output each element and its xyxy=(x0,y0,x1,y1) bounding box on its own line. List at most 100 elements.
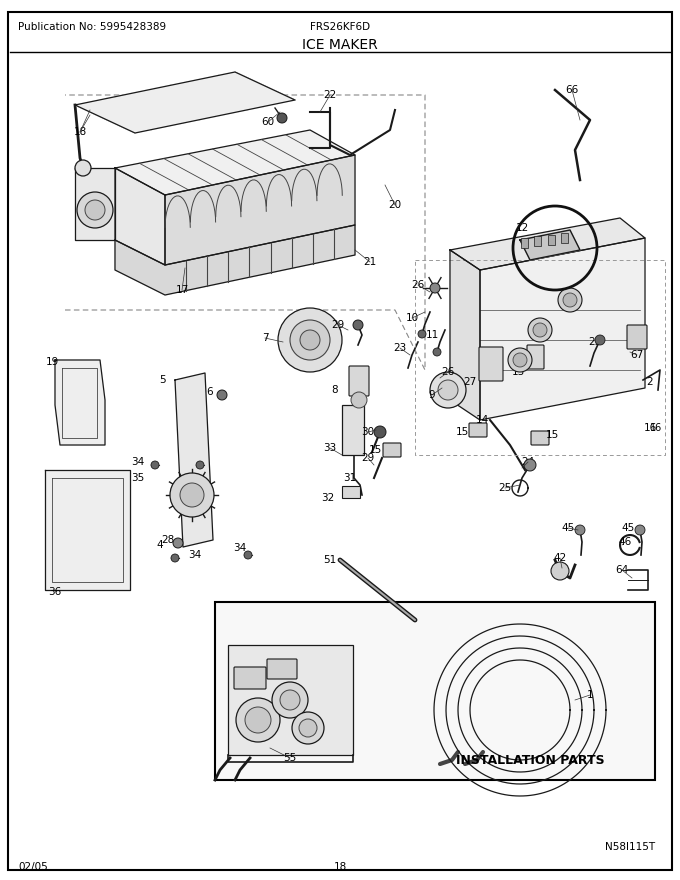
FancyBboxPatch shape xyxy=(349,366,369,396)
Circle shape xyxy=(533,323,547,337)
Text: 02/05: 02/05 xyxy=(18,862,48,872)
Text: 11: 11 xyxy=(426,330,439,340)
Text: ICE MAKER: ICE MAKER xyxy=(302,38,378,52)
Text: 12: 12 xyxy=(515,223,528,233)
Bar xyxy=(534,237,541,246)
Text: 19: 19 xyxy=(46,357,58,367)
Polygon shape xyxy=(480,238,645,420)
Circle shape xyxy=(292,712,324,744)
Text: 6: 6 xyxy=(207,387,214,397)
Text: 45: 45 xyxy=(562,523,575,533)
Circle shape xyxy=(551,562,569,580)
Circle shape xyxy=(430,283,440,293)
Text: 34: 34 xyxy=(233,543,247,553)
Text: 15: 15 xyxy=(545,430,559,440)
Circle shape xyxy=(563,293,577,307)
Text: 55: 55 xyxy=(284,753,296,763)
FancyBboxPatch shape xyxy=(479,347,503,381)
Polygon shape xyxy=(75,72,295,133)
FancyBboxPatch shape xyxy=(527,345,544,369)
Text: 45: 45 xyxy=(622,523,634,533)
Text: 7: 7 xyxy=(262,333,269,343)
Text: 14: 14 xyxy=(475,415,489,425)
Text: 25: 25 xyxy=(498,483,511,493)
Text: Publication No: 5995428389: Publication No: 5995428389 xyxy=(18,22,166,32)
Text: 13: 13 xyxy=(511,367,525,377)
FancyBboxPatch shape xyxy=(267,659,297,679)
Text: 29: 29 xyxy=(361,453,375,463)
Text: 2: 2 xyxy=(647,377,653,387)
Text: 4: 4 xyxy=(156,540,163,550)
Text: 29: 29 xyxy=(331,320,345,330)
Polygon shape xyxy=(175,373,213,547)
Text: 24: 24 xyxy=(522,457,534,467)
Circle shape xyxy=(430,372,466,408)
Circle shape xyxy=(374,426,386,438)
FancyBboxPatch shape xyxy=(383,443,401,457)
Circle shape xyxy=(173,538,183,548)
Circle shape xyxy=(77,192,113,228)
Text: 15: 15 xyxy=(369,445,381,455)
Text: 51: 51 xyxy=(324,555,337,565)
Circle shape xyxy=(245,707,271,733)
Text: 30: 30 xyxy=(362,427,375,437)
Text: 64: 64 xyxy=(615,565,628,575)
Text: 10: 10 xyxy=(405,313,419,323)
Polygon shape xyxy=(450,250,480,420)
Circle shape xyxy=(290,320,330,360)
Text: N58I115T: N58I115T xyxy=(605,842,655,852)
Text: 23: 23 xyxy=(393,343,407,353)
Text: 18: 18 xyxy=(333,862,347,872)
Circle shape xyxy=(180,483,204,507)
Polygon shape xyxy=(115,168,165,265)
Circle shape xyxy=(236,698,280,742)
Text: 26: 26 xyxy=(441,367,455,377)
FancyBboxPatch shape xyxy=(627,325,647,349)
Polygon shape xyxy=(55,360,105,445)
Circle shape xyxy=(196,461,204,469)
Text: 60: 60 xyxy=(261,117,275,127)
FancyBboxPatch shape xyxy=(469,423,487,437)
Circle shape xyxy=(438,380,458,400)
Bar xyxy=(547,235,555,245)
Circle shape xyxy=(635,525,645,535)
Text: 18: 18 xyxy=(73,127,86,137)
Circle shape xyxy=(244,551,252,559)
Bar xyxy=(561,233,568,243)
Circle shape xyxy=(513,353,527,367)
Text: 17: 17 xyxy=(175,285,188,295)
Circle shape xyxy=(85,200,105,220)
Text: 67: 67 xyxy=(630,350,644,360)
Text: 32: 32 xyxy=(322,493,335,503)
FancyBboxPatch shape xyxy=(531,431,549,445)
Bar xyxy=(521,238,528,248)
Circle shape xyxy=(508,348,532,372)
Text: 31: 31 xyxy=(343,473,356,483)
Circle shape xyxy=(75,160,91,176)
Text: INSTALLATION PARTS: INSTALLATION PARTS xyxy=(456,753,605,766)
Circle shape xyxy=(217,390,227,400)
Circle shape xyxy=(300,330,320,350)
Circle shape xyxy=(595,335,605,345)
Circle shape xyxy=(151,461,159,469)
Circle shape xyxy=(558,288,582,312)
Polygon shape xyxy=(115,225,355,295)
Polygon shape xyxy=(520,230,580,260)
Polygon shape xyxy=(45,470,130,590)
Text: 26: 26 xyxy=(411,280,424,290)
Circle shape xyxy=(418,330,426,338)
Circle shape xyxy=(299,719,317,737)
Text: 23: 23 xyxy=(588,337,602,347)
Text: 66: 66 xyxy=(565,85,579,95)
Circle shape xyxy=(280,690,300,710)
Bar xyxy=(215,602,655,780)
Circle shape xyxy=(433,348,441,356)
Text: 36: 36 xyxy=(48,587,62,597)
Polygon shape xyxy=(450,218,645,270)
Text: 27: 27 xyxy=(463,377,477,387)
Circle shape xyxy=(272,682,308,718)
Text: 34: 34 xyxy=(131,457,145,467)
Circle shape xyxy=(351,392,367,408)
Text: 20: 20 xyxy=(388,200,402,210)
Circle shape xyxy=(170,473,214,517)
